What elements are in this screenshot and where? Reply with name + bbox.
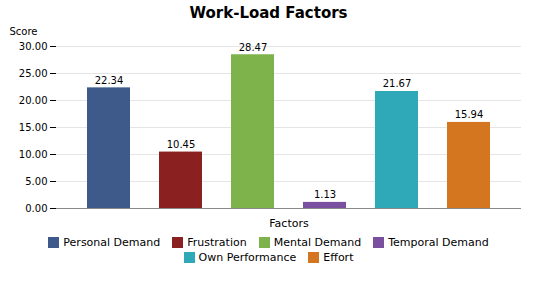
svg-text:10.00: 10.00 bbox=[19, 149, 48, 160]
html-text:Temporal Demand: Temporal Demand bbox=[388, 236, 489, 249]
html-text:Personal Demand: Personal Demand bbox=[63, 236, 161, 249]
html-text:Frustration: Frustration bbox=[187, 236, 247, 249]
html-text:Effort: Effort bbox=[323, 251, 354, 264]
svg-text:1.13: 1.13 bbox=[314, 189, 336, 200]
svg-text:30.00: 30.00 bbox=[19, 41, 48, 52]
svg-text:10.45: 10.45 bbox=[167, 139, 196, 150]
html-text:Mental Demand: Mental Demand bbox=[273, 236, 362, 249]
html-text:Own Performance: Own Performance bbox=[198, 251, 297, 264]
html-text:Work-Load Factors: Work-Load Factors bbox=[189, 4, 348, 22]
svg-text:21.67: 21.67 bbox=[383, 78, 412, 89]
svg-text:5.00: 5.00 bbox=[25, 176, 47, 187]
svg-text:22.34: 22.34 bbox=[95, 75, 124, 86]
svg-text:28.47: 28.47 bbox=[239, 42, 268, 53]
svg-text:15.94: 15.94 bbox=[455, 109, 484, 120]
svg-text:25.00: 25.00 bbox=[19, 68, 48, 79]
svg-text:Factors: Factors bbox=[269, 217, 309, 230]
svg-text:0.00: 0.00 bbox=[25, 203, 47, 214]
svg-text:15.00: 15.00 bbox=[19, 122, 48, 133]
svg-text:Score: Score bbox=[10, 26, 38, 37]
svg-text:20.00: 20.00 bbox=[19, 95, 48, 106]
